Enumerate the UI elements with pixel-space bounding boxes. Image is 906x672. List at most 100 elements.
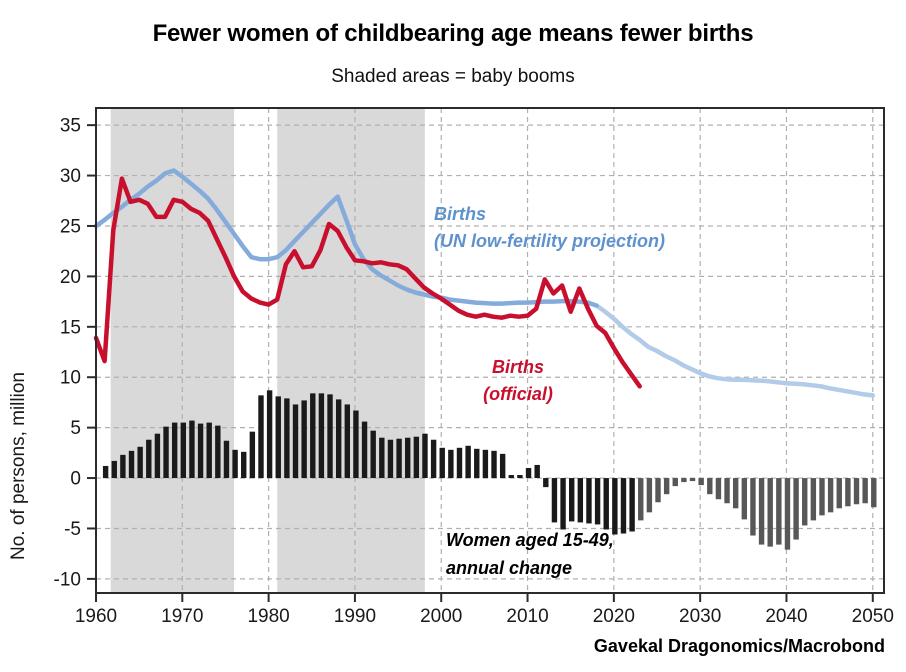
bar-women-change-projected bbox=[689, 478, 696, 482]
bar-women-change bbox=[189, 420, 195, 479]
bar-women-change bbox=[577, 478, 584, 523]
bar-women-change bbox=[594, 478, 601, 525]
bar-women-change bbox=[318, 393, 325, 479]
bar-women-change-projected bbox=[741, 478, 748, 520]
bar-women-change bbox=[292, 404, 299, 479]
bar-women-change bbox=[361, 421, 368, 479]
y-tick-label-0: 0 bbox=[70, 469, 81, 490]
bar-women-change bbox=[405, 437, 411, 479]
x-tick-label-1980: 1980 bbox=[247, 606, 289, 627]
x-tick-label-1970: 1970 bbox=[161, 606, 203, 627]
bar-women-change-projected bbox=[862, 478, 868, 504]
bar-women-change bbox=[603, 478, 609, 530]
bar-women-change bbox=[620, 478, 627, 534]
bar-women-change bbox=[482, 449, 489, 479]
bar-women-change-projected bbox=[793, 478, 799, 540]
bar-women-change-projected bbox=[655, 478, 661, 503]
bar-women-change bbox=[154, 433, 161, 479]
y-tick-label-5: 5 bbox=[70, 418, 81, 439]
bar-women-change-projected bbox=[715, 478, 722, 500]
bar-women-change-projected bbox=[681, 478, 687, 483]
x-tick-label-2000: 2000 bbox=[420, 606, 462, 627]
bar-women-change-projected bbox=[802, 478, 808, 526]
bar-women-change bbox=[232, 449, 238, 479]
bar-women-change bbox=[258, 395, 264, 479]
y-tick-label-15: 15 bbox=[60, 317, 81, 338]
bar-women-change-projected bbox=[758, 478, 765, 545]
bar-women-change bbox=[508, 475, 514, 479]
bar-women-change-projected bbox=[871, 478, 877, 508]
bar-women-change bbox=[448, 449, 454, 479]
chart-subtitle: Shaded areas = baby booms bbox=[331, 66, 575, 87]
bar-women-change bbox=[128, 450, 135, 479]
bar-women-change bbox=[370, 430, 376, 479]
series-label-un-line2: (UN low-fertility projection) bbox=[434, 231, 665, 251]
bar-women-change bbox=[171, 422, 178, 479]
bar-women-change bbox=[560, 478, 566, 530]
bar-women-change bbox=[422, 433, 428, 479]
bar-women-change bbox=[543, 478, 549, 488]
bar-women-change bbox=[517, 475, 523, 479]
series-label-women-change: Women aged 15-49, annual change bbox=[446, 526, 614, 582]
x-tick-label-1960: 1960 bbox=[75, 606, 117, 627]
bar-women-change bbox=[499, 453, 506, 479]
bar-women-change bbox=[344, 404, 350, 479]
x-tick-label-2020: 2020 bbox=[593, 606, 635, 627]
baby-boom-shading bbox=[277, 109, 425, 592]
bar-women-change bbox=[197, 423, 204, 479]
bar-women-change bbox=[275, 396, 281, 479]
bar-women-change bbox=[327, 394, 333, 479]
baby-boom-shading bbox=[110, 109, 235, 592]
bar-women-change bbox=[215, 425, 221, 479]
source-attribution: Gavekal Dragonomics/Macrobond bbox=[593, 636, 885, 656]
bar-women-change bbox=[335, 399, 342, 479]
bar-women-change bbox=[474, 448, 480, 479]
bar-women-change bbox=[491, 450, 497, 479]
series-label-women-line2: annual change bbox=[446, 558, 573, 578]
bar-women-change-projected bbox=[663, 478, 670, 495]
bar-women-change bbox=[180, 422, 187, 479]
bar-women-change-projected bbox=[776, 478, 782, 545]
bar-women-change-projected bbox=[707, 478, 713, 495]
bar-women-change-projected bbox=[698, 478, 704, 486]
bar-women-change-projected bbox=[750, 478, 756, 536]
bar-women-change bbox=[396, 438, 402, 479]
bar-women-change-projected bbox=[845, 478, 851, 507]
bar-women-change-projected bbox=[732, 478, 739, 509]
series-label-official-line1: Births bbox=[491, 357, 544, 377]
bar-women-change bbox=[137, 446, 143, 479]
bar-women-change bbox=[206, 422, 212, 479]
y-tick-label-20: 20 bbox=[60, 267, 81, 288]
bar-women-change bbox=[241, 451, 247, 479]
bar-women-change bbox=[525, 467, 532, 479]
x-tick-label-2040: 2040 bbox=[765, 606, 807, 627]
series-label-women-line1: Women aged 15-49, bbox=[446, 530, 614, 550]
bar-women-change-projected bbox=[724, 478, 730, 504]
series-label-official: Births (official) bbox=[472, 354, 564, 408]
x-tick-label-1990: 1990 bbox=[334, 606, 376, 627]
y-tick-label-35: 35 bbox=[60, 116, 81, 137]
bar-women-change bbox=[284, 398, 290, 479]
line-births-un-projection-light bbox=[594, 303, 876, 398]
bar-women-change bbox=[223, 440, 230, 479]
line-births-official bbox=[93, 176, 642, 389]
bar-women-change-projected bbox=[827, 478, 834, 513]
bar-women-change-projected bbox=[784, 478, 791, 550]
bar-women-change bbox=[310, 393, 316, 479]
y-tick-label--5: -5 bbox=[64, 519, 81, 540]
y-tick-label-25: 25 bbox=[60, 216, 81, 237]
bar-women-change bbox=[163, 426, 169, 479]
series-label-un-line1: Births bbox=[434, 204, 487, 224]
bar-women-change bbox=[249, 431, 256, 479]
bar-women-change bbox=[266, 390, 273, 479]
bar-women-change-projected bbox=[638, 478, 644, 521]
series-label-un-projection: Births (UN low-fertility projection) bbox=[434, 201, 665, 255]
bar-women-change bbox=[387, 439, 394, 479]
bar-women-change bbox=[430, 439, 437, 479]
bar-women-change-projected bbox=[810, 478, 817, 521]
line-births-un-projection bbox=[93, 168, 599, 308]
x-tick-label-2050: 2050 bbox=[852, 606, 894, 627]
bar-women-change-projected bbox=[646, 478, 653, 513]
